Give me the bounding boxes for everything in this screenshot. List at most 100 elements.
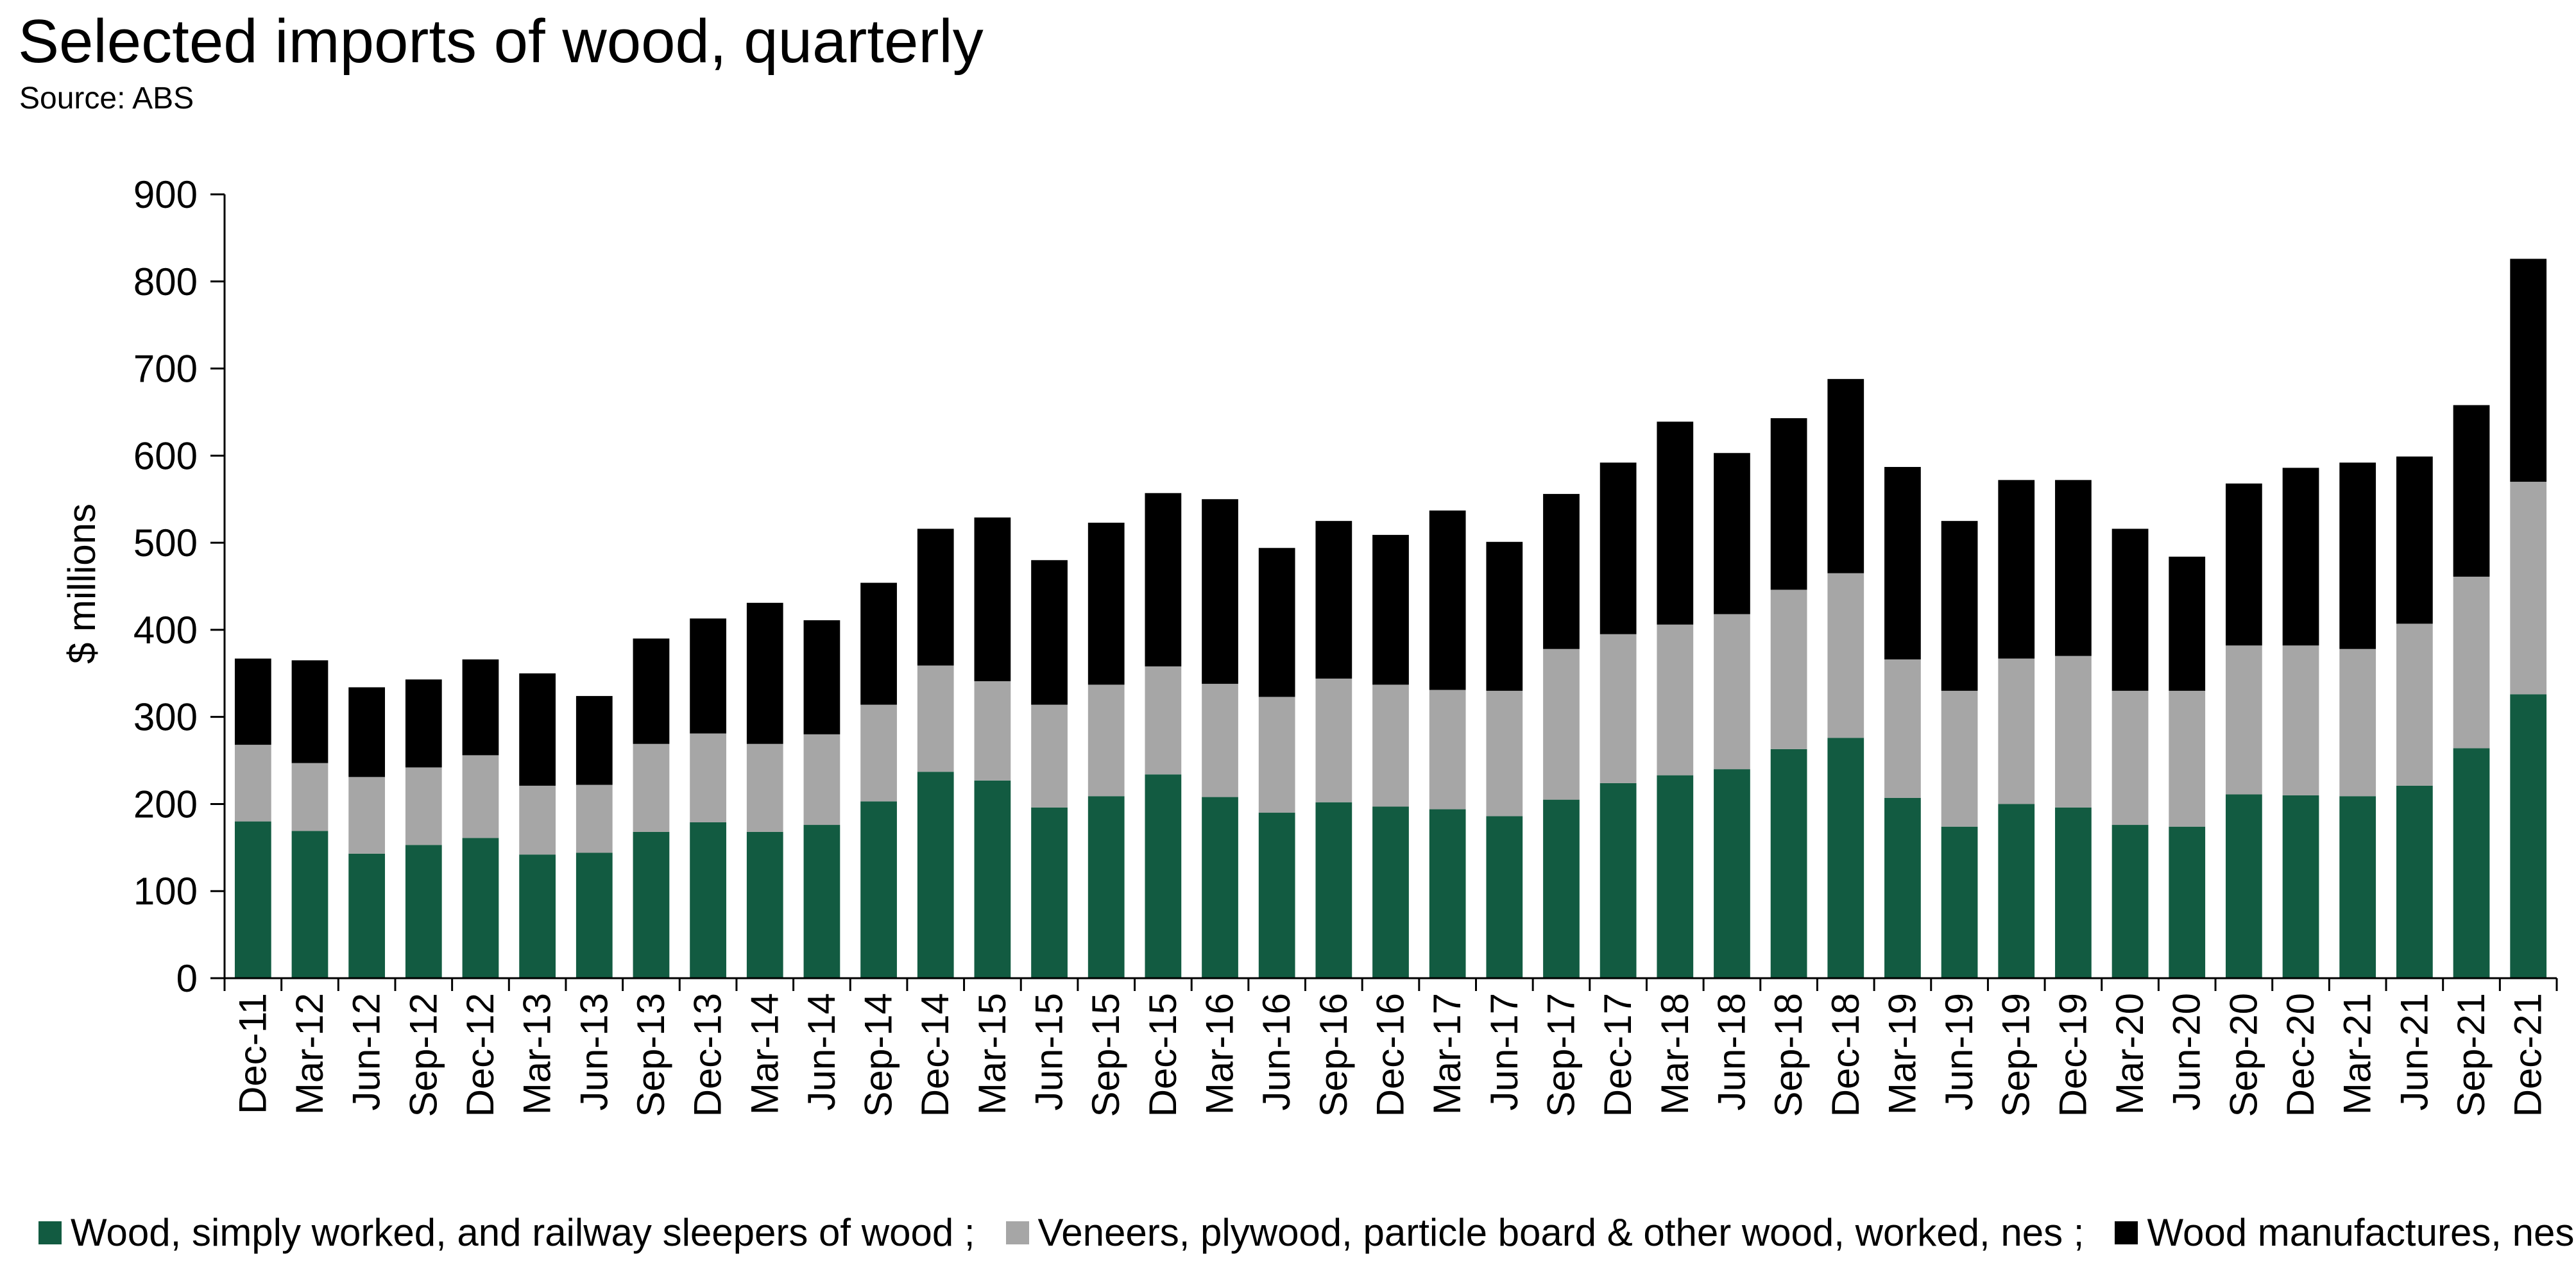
chart-title: Selected imports of wood, quarterly bbox=[18, 7, 984, 76]
bar-segment-series-3 bbox=[348, 687, 386, 777]
bar-segment-series-3 bbox=[2055, 480, 2092, 656]
bar-segment-series-3 bbox=[1543, 494, 1580, 649]
bar-segment-series-3 bbox=[1884, 466, 1921, 660]
bar-segment-series-2 bbox=[1998, 658, 2035, 804]
x-tick-label: Sep-14 bbox=[857, 993, 900, 1117]
bar-segment-series-3 bbox=[462, 659, 499, 756]
bar-segment-series-3 bbox=[1657, 421, 1694, 625]
y-tick-label: 500 bbox=[133, 521, 198, 564]
bar-segment-series-2 bbox=[860, 704, 897, 802]
x-tick-label: Mar-15 bbox=[971, 993, 1014, 1115]
x-tick-label: Dec-11 bbox=[231, 993, 274, 1114]
bar-segment-series-3 bbox=[803, 620, 840, 734]
bar-segment-series-3 bbox=[974, 517, 1011, 681]
x-tick-label: Jun-16 bbox=[1255, 993, 1298, 1110]
bar-segment-series-2 bbox=[2396, 623, 2433, 786]
bar-segment-series-2 bbox=[1941, 690, 1978, 827]
bar-segment-series-1 bbox=[1486, 816, 1523, 978]
legend-item-2: Veneers, plywood, particle board & other… bbox=[1005, 1210, 2084, 1255]
bar-segment-series-1 bbox=[2055, 807, 2092, 978]
bar-segment-series-2 bbox=[1543, 648, 1580, 800]
bar-segment-series-2 bbox=[1145, 666, 1182, 775]
x-tick-label: Dec-16 bbox=[1369, 993, 1412, 1117]
bar-segment-series-2 bbox=[1031, 704, 1068, 808]
bar-segment-series-3 bbox=[2339, 462, 2376, 649]
x-tick-label: Sep-20 bbox=[2222, 993, 2265, 1117]
bar-segment-series-1 bbox=[2169, 826, 2206, 978]
x-tick-label: Mar-16 bbox=[1198, 993, 1241, 1115]
bar-segment-series-3 bbox=[1998, 480, 2035, 659]
x-tick-label: Dec-12 bbox=[459, 993, 502, 1117]
bar-segment-series-3 bbox=[1599, 462, 1637, 634]
y-tick-label: 100 bbox=[133, 870, 198, 913]
bar-segment-series-2 bbox=[690, 733, 726, 822]
bar-segment-series-1 bbox=[2396, 785, 2433, 978]
x-tick-label: Jun-19 bbox=[1938, 993, 1981, 1110]
x-tick-label: Dec-15 bbox=[1141, 993, 1184, 1117]
bar-segment-series-2 bbox=[1429, 690, 1466, 809]
bar-segment-series-1 bbox=[1543, 799, 1580, 978]
x-tick-label: Sep-16 bbox=[1312, 993, 1355, 1117]
bar-segment-series-3 bbox=[1770, 418, 1807, 590]
bar-segment-series-1 bbox=[2111, 825, 2149, 978]
bar-segment-series-3 bbox=[746, 602, 783, 744]
bar-segment-series-3 bbox=[1486, 541, 1523, 691]
bar-segment-series-3 bbox=[1714, 453, 1750, 614]
chart-subtitle: Source: ABS bbox=[19, 81, 194, 115]
bar-segment-series-3 bbox=[860, 582, 897, 705]
bar-segment-series-2 bbox=[917, 665, 954, 772]
bar-segment-series-1 bbox=[1429, 809, 1466, 978]
y-tick-label: 200 bbox=[133, 783, 198, 826]
bar-segment-series-2 bbox=[348, 777, 386, 854]
x-tick-label: Mar-12 bbox=[288, 993, 331, 1115]
bar-segment-series-2 bbox=[2510, 482, 2547, 695]
bar-segment-series-2 bbox=[1657, 624, 1694, 775]
bar-segment-series-1 bbox=[2226, 794, 2262, 978]
bar-segment-series-1 bbox=[633, 831, 670, 978]
bar-segment-series-1 bbox=[1088, 796, 1125, 978]
x-tick-label: Mar-20 bbox=[2108, 993, 2151, 1115]
x-tick-label: Dec-14 bbox=[914, 993, 957, 1117]
x-tick-label: Sep-12 bbox=[402, 993, 445, 1117]
x-tick-label: Jun-20 bbox=[2165, 993, 2208, 1110]
x-tick-label: Sep-17 bbox=[1539, 993, 1582, 1117]
bar-segment-series-1 bbox=[1145, 774, 1182, 978]
bar-segment-series-1 bbox=[2339, 796, 2376, 978]
bar-segment-series-1 bbox=[291, 831, 328, 978]
bar-segment-series-2 bbox=[746, 743, 783, 832]
chart-legend: Wood, simply worked, and railway sleeper… bbox=[38, 1207, 2576, 1258]
x-tick-label: Dec-20 bbox=[2279, 993, 2322, 1117]
legend-label: Wood manufactures, nes ; bbox=[2147, 1211, 2576, 1254]
bar-segment-series-2 bbox=[1827, 573, 1864, 738]
x-tick-label: Jun-15 bbox=[1028, 993, 1071, 1110]
bar-segment-series-1 bbox=[2453, 748, 2490, 978]
x-tick-label: Dec-18 bbox=[1824, 993, 1867, 1117]
bar-segment-series-3 bbox=[2282, 468, 2319, 646]
y-tick-label: 900 bbox=[133, 173, 198, 216]
bar-segment-series-2 bbox=[633, 743, 670, 832]
bar-segment-series-2 bbox=[1770, 589, 1807, 749]
bar-segment-series-2 bbox=[462, 755, 499, 838]
y-tick-label: 700 bbox=[133, 348, 198, 391]
x-tick-label: Jun-21 bbox=[2393, 993, 2435, 1110]
bar-segment-series-2 bbox=[1372, 684, 1409, 807]
bar-segment-series-3 bbox=[917, 529, 954, 666]
bar-segment-series-1 bbox=[348, 853, 386, 978]
bar-segment-series-1 bbox=[1714, 769, 1750, 978]
bar-segment-series-3 bbox=[1145, 493, 1182, 666]
legend-label: Wood, simply worked, and railway sleeper… bbox=[71, 1211, 975, 1254]
bar-segment-series-2 bbox=[291, 763, 328, 831]
x-tick-label: Sep-15 bbox=[1084, 993, 1127, 1117]
y-tick-label: 800 bbox=[133, 260, 198, 303]
bar-segment-series-2 bbox=[974, 681, 1011, 781]
bar-segment-series-2 bbox=[2226, 645, 2262, 795]
bar-segment-series-3 bbox=[1202, 499, 1238, 684]
bar-segment-series-2 bbox=[1258, 697, 1295, 813]
bar-segment-series-1 bbox=[1657, 775, 1694, 978]
bar-segment-series-1 bbox=[1998, 804, 2035, 978]
bar-segment-series-3 bbox=[1429, 510, 1466, 690]
x-tick-label: Sep-18 bbox=[1767, 993, 1810, 1117]
x-tick-label: Jun-13 bbox=[572, 993, 615, 1110]
bar-segment-series-1 bbox=[1258, 813, 1295, 978]
bar-segment-series-1 bbox=[746, 831, 783, 978]
